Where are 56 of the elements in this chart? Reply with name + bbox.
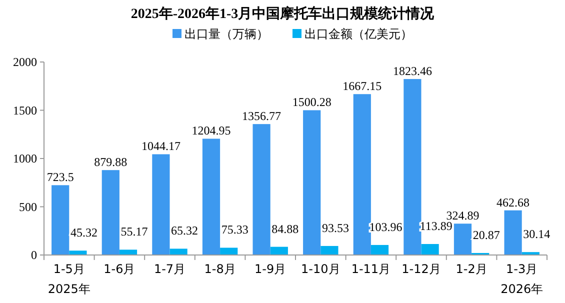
data-label: 462.68 [496,195,530,210]
data-label: 1823.46 [392,64,432,78]
data-label: 75.33 [221,222,248,237]
bar [370,244,389,255]
data-label: 1356.77 [242,109,282,124]
bar [504,210,522,255]
x-tick-label: 1-7月 [154,262,186,276]
bar [202,138,220,255]
data-label: 1044.17 [141,139,180,154]
data-label: 20.87 [472,228,500,242]
y-tick-label: 500 [19,200,37,214]
bar [421,244,439,255]
x-tick-label: 1-6月 [104,262,136,276]
bar [303,110,321,255]
x-tick-label: 1-8月 [204,262,236,276]
y-tick-label: 1500 [13,103,37,118]
data-label: 30.14 [523,227,550,242]
legend-label: 出口量（万辆） [184,27,268,41]
bar [52,185,70,255]
chart-title: 2025年-2026年1-3月中国摩托车出口规模统计情况 [130,5,436,22]
x-tick-label: 1-10月 [301,262,340,276]
data-label: 93.53 [322,220,349,235]
x-tick-label: 1-12月 [402,262,441,276]
x-tick-label: 1-5月 [53,262,85,276]
x-tick-label: 1-3月 [506,262,538,276]
bar [220,248,238,255]
bar [454,224,472,255]
data-label: 55.17 [120,224,148,239]
data-label: 723.5 [46,170,74,184]
bar [119,250,138,255]
data-label: 1500.28 [292,95,332,110]
y-tick-label: 2000 [13,55,37,69]
x-tick-label: 1-9月 [254,262,286,276]
bar [270,246,288,255]
bar [102,170,120,255]
bar [320,246,338,255]
bar [404,79,422,255]
y-tick-label: 0 [31,248,37,262]
bar [353,94,371,255]
data-label: 324.89 [446,208,480,223]
legend-label: 出口金额（亿美元） [304,27,412,41]
bar [152,154,170,255]
y-tick-label: 1000 [13,152,37,166]
data-label: 1667.15 [342,79,382,94]
text: 2026年 [500,282,544,296]
data-label: 45.32 [70,226,98,240]
bar [69,250,87,255]
data-label: 1204.95 [192,124,231,138]
text: 2025年 [48,282,90,296]
data-label: 879.88 [94,155,128,170]
bar [170,248,188,255]
data-label: 65.32 [171,224,198,238]
data-label: 84.88 [272,222,299,236]
bar [252,124,270,255]
x-tick-label: 1-2月 [456,262,488,276]
x-tick-label: 1-11月 [351,262,391,276]
